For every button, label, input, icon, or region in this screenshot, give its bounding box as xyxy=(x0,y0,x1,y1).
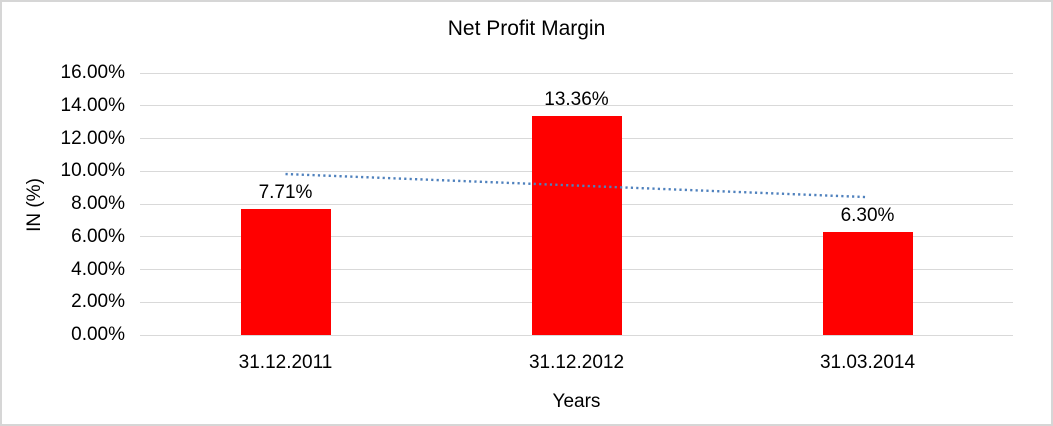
y-tick-label: 8.00% xyxy=(71,193,125,214)
chart-title: Net Profit Margin xyxy=(447,17,606,40)
x-tick-label: 31.12.2012 xyxy=(528,352,625,373)
bar-31.03.2014 xyxy=(822,231,913,335)
gridline xyxy=(140,334,1013,336)
bar-value-label: 7.71% xyxy=(258,181,313,203)
bar-31.12.2011 xyxy=(240,208,331,335)
y-axis-tick-labels: 0.00% 2.00% 4.00% 6.00% 8.00% 10.00% 12.00% 14.… xyxy=(0,0,125,426)
y-tick-label: 0.00% xyxy=(71,324,125,345)
gridline xyxy=(140,72,1013,74)
y-tick-label: 10.00% xyxy=(60,160,125,182)
x-tick-label: 31.12.2011 xyxy=(238,352,333,373)
y-tick-label: 6.00% xyxy=(71,225,125,247)
y-tick-label: 14.00% xyxy=(60,94,125,116)
y-tick-label: 12.00% xyxy=(60,127,125,149)
bar-value-label: 13.36% xyxy=(544,89,609,111)
y-tick-label: 16.00% xyxy=(60,62,125,83)
x-tick-label: 31.03.2014 xyxy=(819,352,916,373)
bar-value-label: 6.30% xyxy=(840,204,895,226)
y-tick-label: 4.00% xyxy=(71,258,125,280)
x-axis-title: Years xyxy=(552,391,601,412)
plot-area: 7.71% 13.36% 6.30% xyxy=(140,72,1013,336)
y-tick-label: 2.00% xyxy=(71,291,125,313)
bar-31.12.2012 xyxy=(531,116,622,335)
gridline xyxy=(140,105,1013,107)
